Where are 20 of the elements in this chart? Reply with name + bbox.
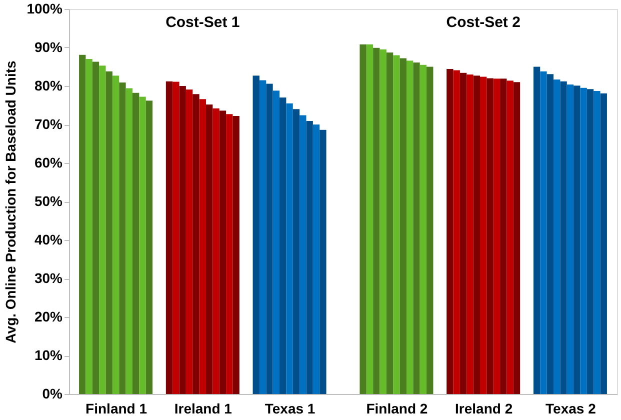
x-tick-label: Ireland 1 <box>174 400 232 416</box>
y-tick-label: 80% <box>34 78 64 94</box>
y-tick-label: 20% <box>34 308 64 324</box>
x-tick-label: Finland 2 <box>366 400 428 416</box>
annotation: Cost-Set 2 <box>446 14 520 31</box>
x-tick-label: Texas 2 <box>546 400 596 416</box>
x-tick-label: Ireland 2 <box>455 400 513 416</box>
y-tick-label: 30% <box>34 270 64 286</box>
x-tick-label: Texas 1 <box>264 400 316 416</box>
y-tick-label: 40% <box>34 232 64 248</box>
y-tick-label: 90% <box>34 39 64 55</box>
y-tick-label: 100% <box>26 0 64 16</box>
y-tick-label: 10% <box>34 347 64 363</box>
y-tick-label: 60% <box>34 154 64 170</box>
x-tick-label: Finland 1 <box>86 400 148 416</box>
y-tick-label: 70% <box>34 116 64 132</box>
y-tick-label: 0% <box>42 386 64 402</box>
y-tick-label: 50% <box>34 193 64 209</box>
y-axis-title: Avg. Online Production for Baseload Units <box>2 60 19 344</box>
annotation: Cost-Set 1 <box>166 14 240 31</box>
